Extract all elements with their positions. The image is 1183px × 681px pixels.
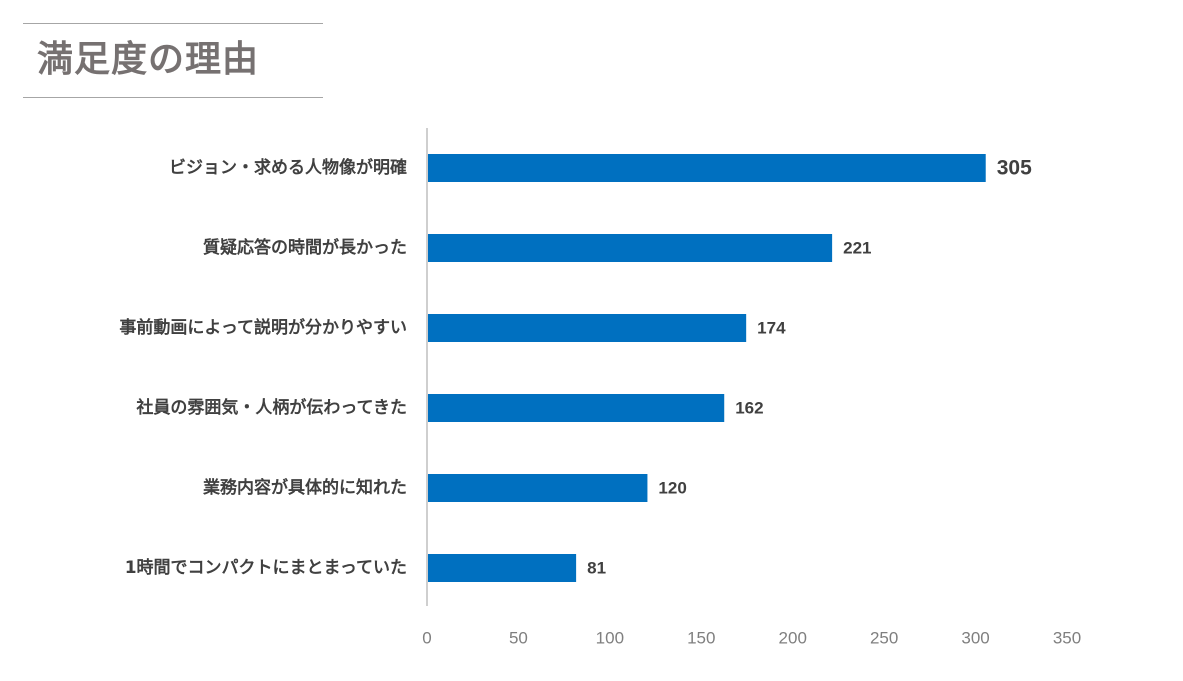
title-rule-top [23, 23, 323, 24]
category-label: 1時間でコンパクトにまとまっていた [125, 557, 407, 578]
category-label: 業務内容が具体的に知れた [203, 477, 407, 498]
category-label: 社員の雰囲気・人柄が伝わってきた [135, 397, 407, 418]
category-label: ビジョン・求める人物像が明確 [169, 157, 407, 178]
chart-title: 満足度の理由 [37, 39, 260, 80]
data-label: 221 [843, 239, 871, 258]
bar [428, 234, 833, 262]
title-rule-bottom [23, 97, 323, 98]
x-tick-label: 100 [596, 629, 624, 648]
category-label: 事前動画によって説明が分かりやすい [119, 317, 407, 338]
x-tick-label: 150 [687, 629, 715, 648]
x-tick-label: 0 [422, 629, 431, 648]
data-label: 162 [735, 399, 763, 418]
x-tick-label: 350 [1053, 629, 1081, 648]
bar [428, 154, 986, 182]
category-label: 質疑応答の時間が長かった [203, 237, 407, 258]
data-label: 174 [757, 319, 786, 338]
x-tick-label: 300 [961, 629, 989, 648]
bar [428, 394, 725, 422]
x-tick-label: 250 [870, 629, 898, 648]
data-label: 305 [997, 157, 1032, 180]
bar [428, 314, 747, 342]
data-label: 81 [587, 559, 606, 578]
x-tick-label: 200 [779, 629, 807, 648]
bar [428, 474, 648, 502]
x-tick-label: 50 [509, 629, 528, 648]
data-label: 120 [658, 479, 686, 498]
bar [428, 554, 577, 582]
